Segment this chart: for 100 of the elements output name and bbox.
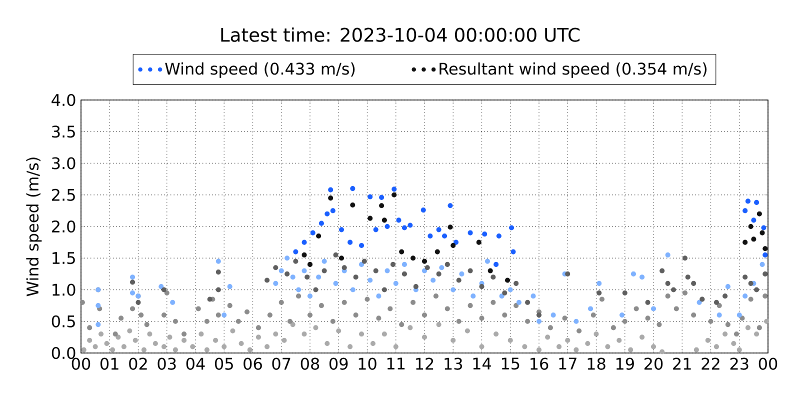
point (448, 224, 453, 230)
point (525, 300, 530, 305)
x-tick-label: 03 (158, 358, 176, 370)
point (516, 300, 522, 305)
point (313, 287, 318, 292)
point (158, 284, 164, 290)
point (482, 232, 488, 237)
point (130, 274, 136, 280)
point (691, 280, 696, 286)
x-tick-label: 15 (502, 358, 520, 370)
x-tick-label: 20 (644, 358, 663, 370)
point (745, 198, 751, 204)
point (393, 280, 398, 286)
point (379, 203, 384, 208)
point (742, 240, 748, 245)
point (685, 274, 690, 280)
x-tick-label: 04 (186, 358, 205, 370)
point (754, 200, 760, 206)
x-tick-label: 02 (129, 358, 147, 370)
x-tick-label: 21 (673, 358, 691, 370)
point (348, 240, 353, 245)
point (640, 274, 645, 280)
point (382, 287, 387, 292)
point (368, 194, 373, 200)
point (665, 252, 670, 258)
y-tick-label: 1.0 (52, 284, 76, 296)
point (420, 208, 426, 213)
point (273, 280, 278, 286)
point (136, 300, 141, 305)
point (439, 265, 444, 270)
point (468, 230, 473, 236)
point (322, 268, 327, 274)
point (660, 268, 665, 274)
point (307, 262, 313, 267)
point (596, 290, 602, 296)
point (645, 300, 650, 305)
point (350, 186, 356, 192)
y-tick-label: 0.5 (52, 315, 75, 328)
point (499, 294, 504, 299)
point (756, 211, 762, 216)
point (714, 300, 720, 305)
point (488, 268, 493, 274)
point (716, 312, 722, 318)
point (342, 265, 347, 270)
y-tick-label: 3.0 (52, 157, 76, 170)
point (588, 306, 594, 312)
point (762, 271, 768, 276)
point (333, 280, 338, 286)
point (574, 318, 579, 324)
point (468, 268, 473, 274)
y-tick-label: 2.0 (52, 220, 76, 233)
point (422, 268, 428, 274)
point (748, 224, 754, 230)
point (96, 303, 101, 308)
point (450, 287, 456, 292)
point (430, 278, 436, 283)
point (536, 312, 542, 318)
point (402, 262, 407, 267)
point (316, 274, 322, 280)
point (622, 290, 628, 296)
x-tick-label: 23 (730, 358, 748, 370)
point (384, 224, 390, 230)
point (373, 268, 378, 274)
point (665, 280, 670, 286)
point (530, 294, 536, 299)
legend-label: Resultant wind speed (0.354 m/s) (440, 62, 707, 78)
point (490, 274, 496, 280)
point (536, 318, 542, 324)
point (565, 271, 570, 276)
point (760, 230, 765, 236)
x-tick-label: 05 (214, 358, 233, 370)
point (725, 284, 730, 290)
point (307, 294, 313, 299)
point (748, 280, 754, 286)
point (373, 227, 378, 232)
point (402, 271, 407, 276)
point (424, 265, 430, 270)
x-tick-label: 00 (758, 358, 778, 370)
point (508, 287, 513, 292)
point (494, 262, 499, 267)
point (476, 240, 482, 245)
point (353, 274, 358, 280)
point (284, 256, 290, 261)
point (392, 186, 397, 192)
point (434, 249, 440, 254)
y-tick-label: 2.5 (52, 188, 75, 201)
y-tick-label: 3.5 (52, 126, 75, 138)
point (459, 271, 464, 276)
y-tick-label: 0.0 (52, 346, 76, 360)
point (722, 294, 728, 299)
point (444, 262, 450, 267)
point (302, 252, 307, 258)
point (408, 222, 413, 228)
x-tick-label: 01 (100, 358, 118, 370)
point (216, 270, 221, 275)
point (502, 290, 508, 296)
point (293, 249, 298, 254)
point (761, 225, 766, 230)
point (392, 192, 397, 198)
x-tick-label: 00 (72, 358, 90, 370)
